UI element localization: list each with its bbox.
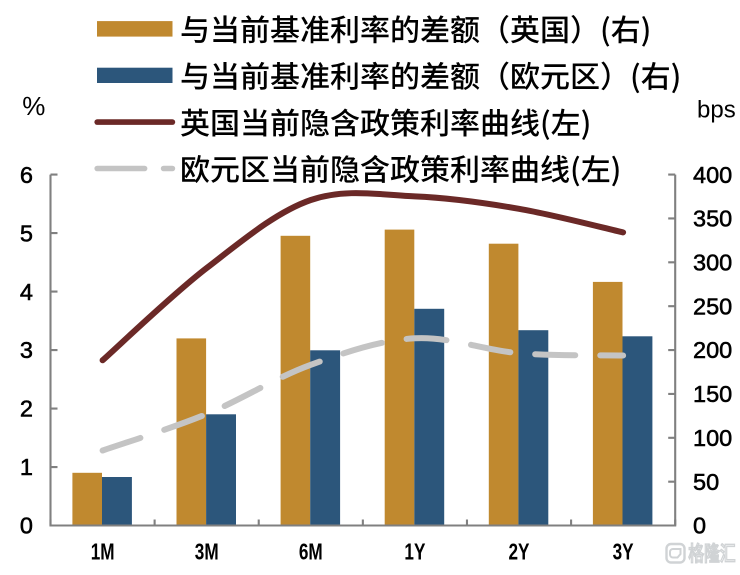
- svg-text:1: 1: [20, 454, 33, 480]
- svg-text:3M: 3M: [195, 539, 219, 565]
- svg-text:2: 2: [20, 396, 33, 422]
- svg-text:%: %: [22, 91, 45, 121]
- svg-text:6M: 6M: [299, 539, 323, 565]
- svg-text:3: 3: [20, 337, 33, 363]
- svg-text:1M: 1M: [91, 539, 115, 565]
- svg-text:200: 200: [693, 337, 732, 363]
- svg-text:350: 350: [693, 206, 732, 232]
- svg-text:5: 5: [20, 220, 33, 246]
- svg-text:4: 4: [20, 279, 33, 305]
- svg-text:150: 150: [693, 381, 732, 407]
- svg-text:100: 100: [693, 425, 732, 451]
- svg-text:0: 0: [20, 513, 33, 539]
- svg-text:400: 400: [693, 162, 732, 188]
- svg-text:2Y: 2Y: [509, 539, 530, 565]
- svg-text:250: 250: [693, 293, 732, 319]
- svg-text:1Y: 1Y: [404, 539, 425, 565]
- svg-text:6: 6: [20, 162, 33, 188]
- svg-text:300: 300: [693, 250, 732, 276]
- svg-text:bps: bps: [697, 97, 736, 124]
- svg-text:3Y: 3Y: [613, 539, 634, 565]
- svg-text:0: 0: [693, 513, 706, 539]
- svg-text:50: 50: [693, 469, 719, 495]
